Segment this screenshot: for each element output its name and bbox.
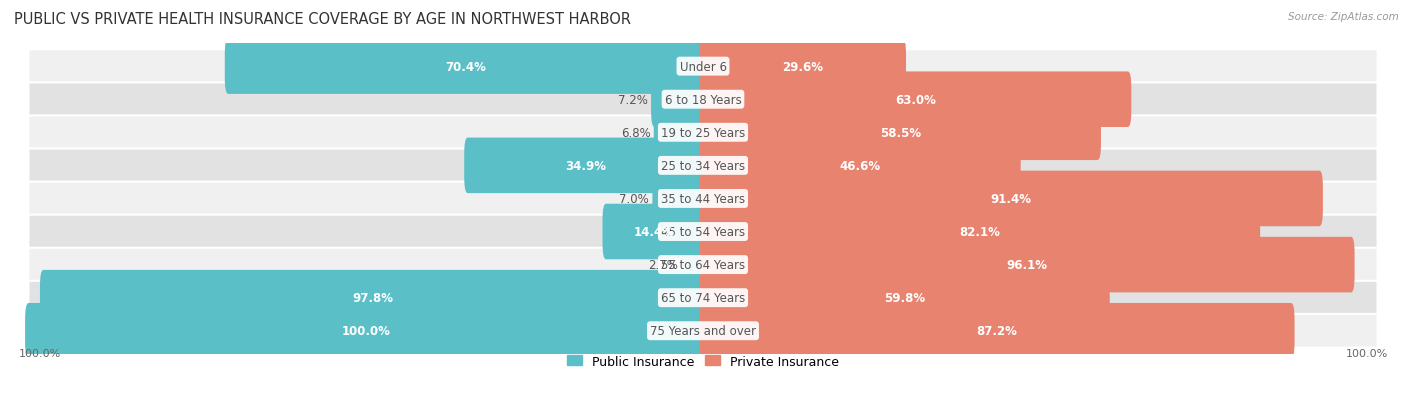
Text: 63.0%: 63.0%: [896, 93, 936, 107]
FancyBboxPatch shape: [28, 83, 1378, 117]
FancyBboxPatch shape: [225, 39, 706, 95]
FancyBboxPatch shape: [682, 237, 706, 293]
Text: 19 to 25 Years: 19 to 25 Years: [661, 126, 745, 140]
FancyBboxPatch shape: [652, 171, 706, 227]
Text: 34.9%: 34.9%: [565, 159, 606, 173]
FancyBboxPatch shape: [28, 116, 1378, 150]
Text: 97.8%: 97.8%: [353, 292, 394, 304]
Text: 6 to 18 Years: 6 to 18 Years: [665, 93, 741, 107]
FancyBboxPatch shape: [28, 314, 1378, 348]
FancyBboxPatch shape: [28, 215, 1378, 249]
Text: 7.2%: 7.2%: [617, 93, 648, 107]
Text: 91.4%: 91.4%: [991, 192, 1032, 205]
FancyBboxPatch shape: [700, 237, 1354, 293]
Text: 35 to 44 Years: 35 to 44 Years: [661, 192, 745, 205]
FancyBboxPatch shape: [700, 138, 1021, 194]
Text: 59.8%: 59.8%: [884, 292, 925, 304]
Text: 70.4%: 70.4%: [446, 60, 486, 74]
FancyBboxPatch shape: [651, 72, 706, 128]
FancyBboxPatch shape: [28, 149, 1378, 183]
FancyBboxPatch shape: [700, 303, 1295, 358]
FancyBboxPatch shape: [28, 50, 1378, 84]
FancyBboxPatch shape: [700, 72, 1132, 128]
FancyBboxPatch shape: [700, 171, 1323, 227]
Text: 65 to 74 Years: 65 to 74 Years: [661, 292, 745, 304]
Text: 55 to 64 Years: 55 to 64 Years: [661, 259, 745, 271]
FancyBboxPatch shape: [654, 105, 706, 161]
Text: 7.0%: 7.0%: [619, 192, 650, 205]
Text: 58.5%: 58.5%: [880, 126, 921, 140]
Text: 87.2%: 87.2%: [977, 325, 1018, 337]
Text: 29.6%: 29.6%: [782, 60, 824, 74]
FancyBboxPatch shape: [28, 182, 1378, 216]
Text: PUBLIC VS PRIVATE HEALTH INSURANCE COVERAGE BY AGE IN NORTHWEST HARBOR: PUBLIC VS PRIVATE HEALTH INSURANCE COVER…: [14, 12, 631, 27]
Text: 82.1%: 82.1%: [959, 225, 1000, 238]
FancyBboxPatch shape: [25, 303, 706, 358]
Text: 45 to 54 Years: 45 to 54 Years: [661, 225, 745, 238]
FancyBboxPatch shape: [700, 39, 905, 95]
FancyBboxPatch shape: [700, 105, 1101, 161]
FancyBboxPatch shape: [28, 248, 1378, 282]
Text: 75 Years and over: 75 Years and over: [650, 325, 756, 337]
Text: 96.1%: 96.1%: [1007, 259, 1047, 271]
Text: 6.8%: 6.8%: [620, 126, 651, 140]
Text: 100.0%: 100.0%: [18, 349, 60, 358]
FancyBboxPatch shape: [39, 270, 706, 326]
Text: Source: ZipAtlas.com: Source: ZipAtlas.com: [1288, 12, 1399, 22]
Text: 2.7%: 2.7%: [648, 259, 678, 271]
FancyBboxPatch shape: [700, 270, 1109, 326]
Text: 100.0%: 100.0%: [1346, 349, 1388, 358]
Text: 100.0%: 100.0%: [342, 325, 391, 337]
FancyBboxPatch shape: [464, 138, 706, 194]
Text: Under 6: Under 6: [679, 60, 727, 74]
FancyBboxPatch shape: [700, 204, 1260, 260]
Text: 14.4%: 14.4%: [634, 225, 675, 238]
FancyBboxPatch shape: [28, 281, 1378, 315]
FancyBboxPatch shape: [603, 204, 706, 260]
Legend: Public Insurance, Private Insurance: Public Insurance, Private Insurance: [562, 350, 844, 373]
Text: 46.6%: 46.6%: [839, 159, 880, 173]
Text: 25 to 34 Years: 25 to 34 Years: [661, 159, 745, 173]
